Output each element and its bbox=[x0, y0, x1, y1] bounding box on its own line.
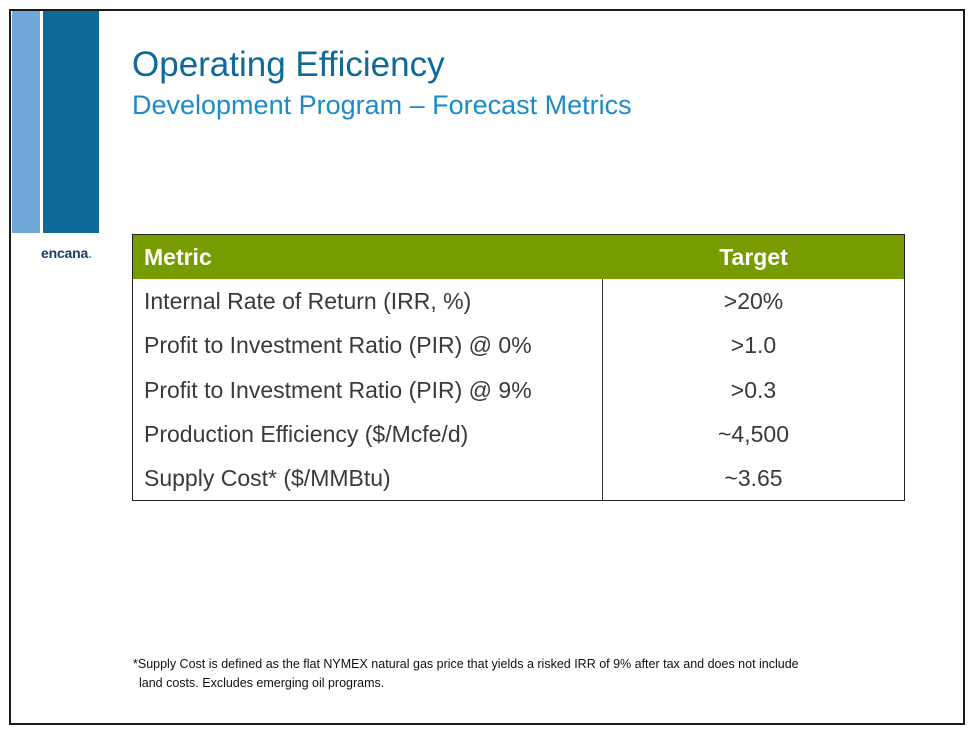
metric-cell: Profit to Investment Ratio (PIR) @ 0% bbox=[144, 332, 532, 358]
footnote-line-2: land costs. Excludes emerging oil progra… bbox=[139, 676, 385, 690]
target-cell: >1.0 bbox=[730, 332, 777, 358]
slide-frame bbox=[9, 9, 965, 725]
table-row: Internal Rate of Return (IRR, %) >20% bbox=[133, 279, 904, 323]
logo-text: encana bbox=[41, 245, 89, 261]
table-row: Profit to Investment Ratio (PIR) @ 9% >0… bbox=[133, 368, 904, 412]
metric-cell: Supply Cost* ($/MMBtu) bbox=[144, 465, 391, 491]
decorative-bar-dark bbox=[43, 11, 99, 233]
metrics-table: Metric Target Internal Rate of Return (I… bbox=[132, 234, 905, 501]
decorative-bar-light bbox=[12, 11, 40, 233]
table-row: Production Efficiency ($/Mcfe/d) ~4,500 bbox=[133, 412, 904, 456]
metric-cell: Production Efficiency ($/Mcfe/d) bbox=[144, 421, 469, 447]
column-divider bbox=[602, 279, 603, 500]
target-cell: ~4,500 bbox=[718, 421, 789, 447]
column-header-metric: Metric bbox=[144, 244, 212, 270]
slide-subtitle: Development Program – Forecast Metrics bbox=[132, 90, 632, 120]
column-header-target: Target bbox=[719, 244, 788, 270]
decorative-bar-gap bbox=[40, 11, 43, 233]
footnote-line-1: *Supply Cost is defined as the flat NYME… bbox=[133, 657, 799, 671]
table-header: Metric Target bbox=[133, 235, 904, 279]
table-row: Profit to Investment Ratio (PIR) @ 0% >1… bbox=[133, 323, 904, 367]
company-logo: encana. bbox=[41, 245, 92, 261]
table-row: Supply Cost* ($/MMBtu) ~3.65 bbox=[133, 456, 904, 500]
target-cell: >20% bbox=[723, 288, 784, 314]
logo-mark: . bbox=[88, 245, 92, 261]
target-cell: ~3.65 bbox=[724, 465, 783, 491]
metric-cell: Internal Rate of Return (IRR, %) bbox=[144, 288, 472, 314]
metric-cell: Profit to Investment Ratio (PIR) @ 9% bbox=[144, 377, 532, 403]
slide-title: Operating Efficiency bbox=[132, 45, 445, 84]
footnote: *Supply Cost is defined as the flat NYME… bbox=[133, 655, 923, 693]
target-cell: >0.3 bbox=[730, 377, 777, 403]
